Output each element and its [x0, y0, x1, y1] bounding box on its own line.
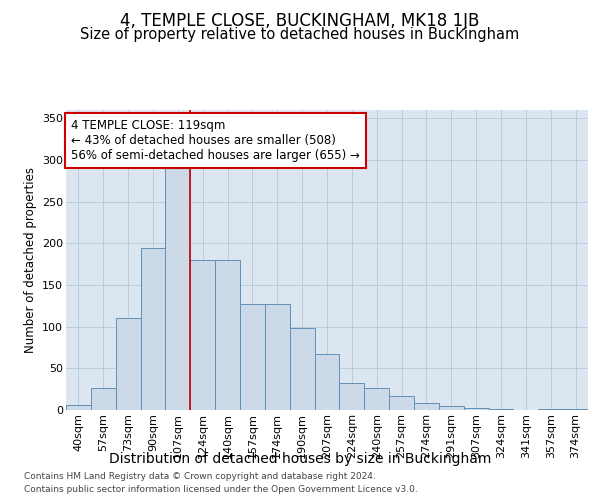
Bar	[91, 388, 116, 410]
Bar	[116, 318, 140, 410]
Bar	[265, 304, 290, 410]
Text: 4 TEMPLE CLOSE: 119sqm
← 43% of detached houses are smaller (508)
56% of semi-de: 4 TEMPLE CLOSE: 119sqm ← 43% of detached…	[71, 119, 360, 162]
Bar	[190, 260, 215, 410]
Text: Contains HM Land Registry data © Crown copyright and database right 2024.: Contains HM Land Registry data © Crown c…	[24, 472, 376, 481]
Y-axis label: Number of detached properties: Number of detached properties	[23, 167, 37, 353]
Bar	[140, 248, 166, 410]
Text: Contains public sector information licensed under the Open Government Licence v3: Contains public sector information licen…	[24, 485, 418, 494]
Bar	[290, 328, 314, 410]
Bar	[364, 388, 389, 410]
Bar	[439, 406, 464, 410]
Bar	[389, 396, 414, 410]
Bar	[488, 409, 514, 410]
Bar	[563, 409, 588, 410]
Bar	[66, 405, 91, 410]
Bar	[414, 404, 439, 410]
Text: Size of property relative to detached houses in Buckingham: Size of property relative to detached ho…	[80, 28, 520, 42]
Bar	[340, 382, 364, 410]
Bar	[314, 354, 340, 410]
Bar	[240, 304, 265, 410]
Bar	[166, 168, 190, 410]
Text: Distribution of detached houses by size in Buckingham: Distribution of detached houses by size …	[109, 452, 491, 466]
Text: 4, TEMPLE CLOSE, BUCKINGHAM, MK18 1JB: 4, TEMPLE CLOSE, BUCKINGHAM, MK18 1JB	[121, 12, 479, 30]
Bar	[464, 408, 488, 410]
Bar	[538, 409, 563, 410]
Bar	[215, 260, 240, 410]
